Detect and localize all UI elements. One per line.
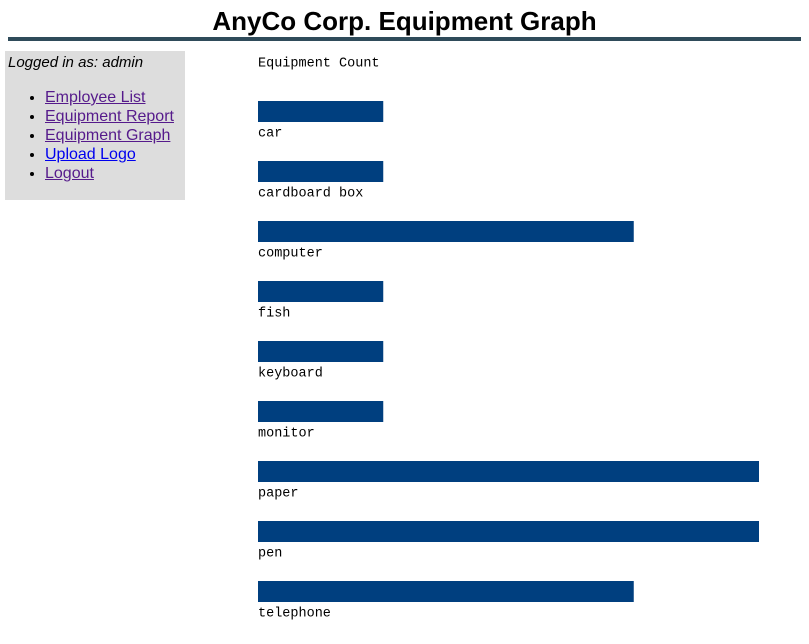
nav-link[interactable]: Employee List: [45, 89, 146, 106]
nav-item: Equipment Graph: [45, 126, 174, 145]
nav-list: Employee List Equipment Report Equipment…: [5, 88, 174, 183]
category-label: monitor: [258, 427, 315, 442]
title-rule: [8, 37, 801, 41]
nav-link[interactable]: Logout: [45, 165, 94, 182]
bar: [258, 581, 634, 602]
bar: [258, 341, 384, 362]
category-label: cardboard box: [258, 187, 363, 202]
nav-item: Employee List: [45, 88, 174, 107]
bar: [258, 521, 759, 542]
category-label: car: [258, 127, 282, 142]
bar: [258, 101, 384, 122]
category-label: paper: [258, 487, 299, 502]
category-label: telephone: [258, 607, 331, 622]
nav-link[interactable]: Upload Logo: [45, 146, 136, 163]
nav-item: Equipment Report: [45, 107, 174, 126]
chart: Equipment Count car cardboard box computer…: [258, 57, 759, 622]
nav-link[interactable]: Equipment Report: [45, 108, 174, 125]
nav-item: Upload Logo: [45, 145, 174, 164]
bar: [258, 461, 759, 482]
login-status: Logged in as: admin: [8, 54, 144, 71]
nav-link[interactable]: Equipment Graph: [45, 127, 171, 144]
category-label: computer: [258, 247, 323, 262]
sidebar: Logged in as: admin Employee List Equipm…: [5, 51, 185, 200]
bar: [258, 221, 634, 242]
bar: [258, 161, 384, 182]
chart-title: Equipment Count: [258, 57, 380, 72]
category-label: fish: [258, 307, 290, 322]
page-title: AnyCo Corp. Equipment Graph: [212, 6, 597, 36]
bar: [258, 401, 384, 422]
category-label: pen: [258, 547, 282, 562]
nav-item: Logout: [45, 164, 174, 183]
category-label: keyboard: [258, 367, 323, 382]
bar: [258, 281, 384, 302]
